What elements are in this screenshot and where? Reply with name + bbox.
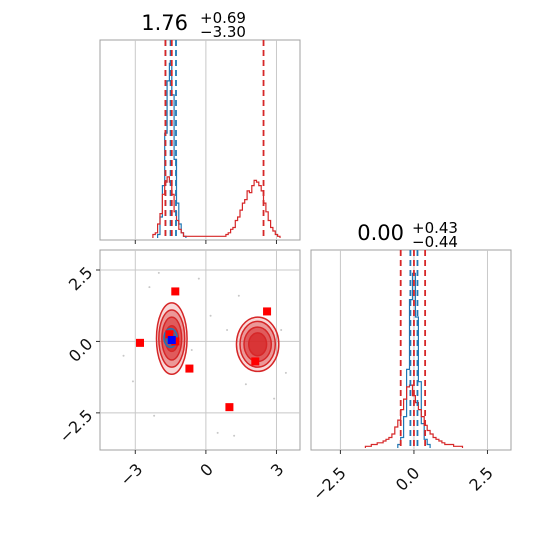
panel-bottom-left-noise-point [233, 434, 236, 437]
panel-bottom-left-noise-point [209, 314, 212, 317]
panel-bottom-left-noise-point [244, 383, 247, 386]
panel-bottom-left-points [136, 287, 272, 412]
panel-bottom-right-histogram-series-1 [364, 384, 464, 448]
panel-bottom-left-xtick-label: −3 [116, 460, 146, 490]
panel-bottom-left-noise-point [226, 329, 229, 331]
panel-bottom-left-noise-point [157, 271, 160, 274]
panel-bottom-left-noise-points [122, 271, 287, 437]
panel-bottom-left-noise-point [190, 349, 193, 351]
panel-bottom-left-contour-level [247, 332, 268, 357]
panel-bottom-left-noise-point [197, 277, 200, 280]
panel-bottom-left-red-marker [263, 307, 272, 316]
panel-bottom-left-noise-point [284, 371, 287, 374]
panel-top-left-grid [134, 40, 277, 240]
panel-top-left-title-upper: +0.69 [200, 9, 246, 27]
panel-top-left: 1.76 +0.69 −3.30 [99, 9, 301, 244]
panel-bottom-right-title: 0.00 [357, 221, 404, 245]
panel-bottom-left-xtick-label: 0 [196, 460, 217, 481]
panel-bottom-left-noise-point [148, 286, 151, 289]
panel-bottom-right-title-lower: −0.44 [412, 233, 458, 251]
panel-bottom-left-noise-point [131, 380, 134, 383]
panel-bottom-right-ticks: −2.5 0.0 2.5 [309, 450, 497, 504]
panel-bottom-left-red-marker [251, 357, 260, 366]
panel-top-left-ticks [134, 240, 277, 244]
panel-bottom-right-xtick-label: 0.0 [392, 463, 423, 494]
panel-top-left-title-value: 1.76 [141, 11, 188, 35]
panel-bottom-left-ytick-label: −2.5 [55, 406, 96, 447]
panel-top-left-title: 1.76 [141, 11, 188, 35]
panel-bottom-left-ytick-label: 2.5 [65, 263, 96, 294]
panel-bottom-left-blue-marker [167, 336, 176, 344]
panel-bottom-left-noise-point [280, 329, 283, 331]
panel-bottom-right-quantile-lines [399, 250, 427, 450]
panel-bottom-right-title-value: 0.00 [357, 221, 404, 245]
panel-bottom-left-red-marker [185, 364, 194, 373]
panel-bottom-right-xtick-label: −2.5 [309, 463, 350, 504]
panel-bottom-left-noise-point [216, 431, 219, 434]
panel-bottom-left-noise-point [153, 414, 156, 417]
panel-bottom-left-xtick-label: 3 [267, 460, 288, 481]
panel-bottom-left-red-marker [136, 338, 144, 347]
panel-top-left-histograms [152, 62, 281, 238]
panel-bottom-right-xtick-label: 2.5 [465, 463, 496, 494]
panel-bottom-left-red-marker [171, 287, 180, 296]
panel-top-left-quantile-lines [164, 40, 265, 240]
panel-top-left-title-lower: −3.30 [200, 23, 246, 41]
panel-bottom-left: −3 0 3 −2.5 0.0 2.5 [55, 249, 301, 490]
panel-bottom-left-noise-point [122, 354, 125, 357]
panel-bottom-left-noise-point [273, 397, 276, 400]
panel-bottom-left-noise-point [237, 294, 240, 297]
panel-top-left-frame [99, 39, 301, 241]
panel-top-left-histogram-series-1 [152, 176, 281, 238]
panel-bottom-left-ytick-label: 0.0 [65, 334, 96, 365]
panel-bottom-left-red-marker [165, 330, 174, 339]
panel-bottom-right-title-upper: +0.43 [412, 219, 458, 237]
panel-bottom-left-red-marker [225, 403, 234, 412]
panel-bottom-right: −2.5 0.0 2.5 0.00 +0.43 −0.44 [309, 219, 512, 504]
